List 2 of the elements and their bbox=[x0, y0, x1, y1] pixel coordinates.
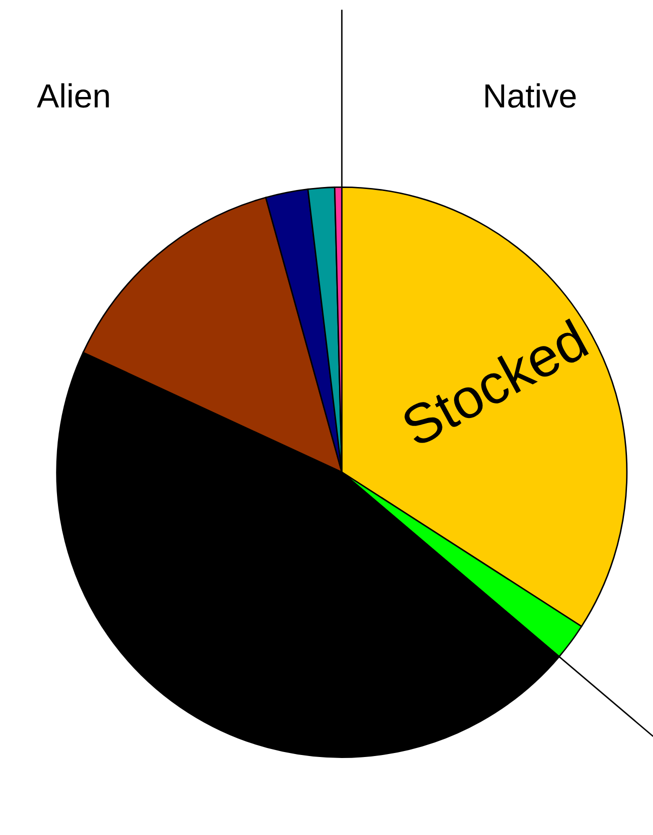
text: Alien bbox=[36, 83, 109, 108]
text: Native bbox=[485, 83, 576, 108]
